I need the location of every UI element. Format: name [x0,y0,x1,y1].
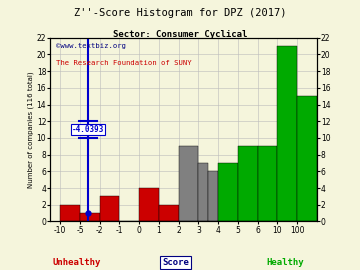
Bar [208,171,218,221]
Bar [179,146,198,221]
Text: Healthy: Healthy [266,258,303,267]
Bar [277,46,297,221]
Text: The Research Foundation of SUNY: The Research Foundation of SUNY [56,60,192,66]
Text: Score: Score [162,258,189,267]
Bar [297,96,317,221]
Bar [218,163,238,221]
Text: ©www.textbiz.org: ©www.textbiz.org [56,43,126,49]
Bar [258,146,277,221]
Text: Sector: Consumer Cyclical: Sector: Consumer Cyclical [113,30,247,39]
Bar [159,205,179,221]
Text: -4.0393: -4.0393 [72,125,104,134]
Bar [139,188,159,221]
Text: Unhealthy: Unhealthy [53,258,101,267]
Text: Z''-Score Histogram for DPZ (2017): Z''-Score Histogram for DPZ (2017) [74,8,286,18]
Bar [60,205,80,221]
Y-axis label: Number of companies (116 total): Number of companies (116 total) [27,71,34,188]
Bar [198,163,208,221]
Bar [238,146,258,221]
Bar [80,213,100,221]
Bar [100,196,120,221]
